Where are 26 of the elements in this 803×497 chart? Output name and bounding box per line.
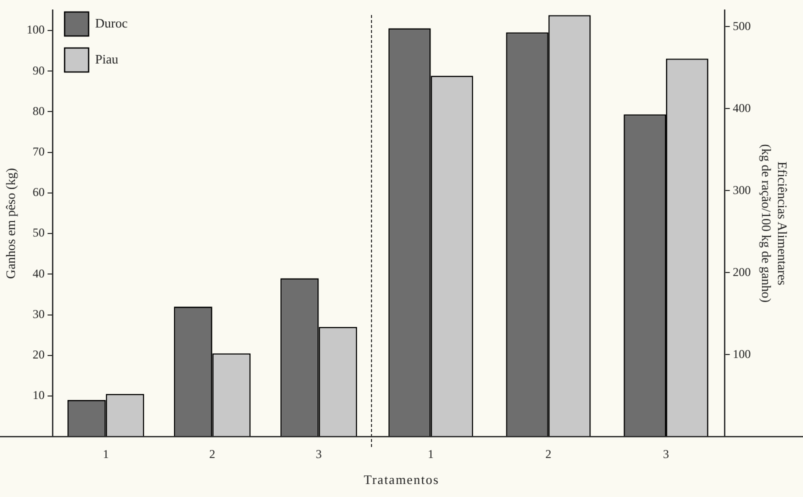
legend-label: Piau [95,51,119,66]
x-axis-title: Tratamentos [362,472,440,488]
x-tick-label: 2 [209,446,216,461]
x-tick-label: 1 [428,446,434,461]
y-tick-label: 50 [32,226,45,240]
y-tick-label: 40 [32,266,45,280]
y2-tick-label: 500 [732,18,751,33]
legend-label: Duroc [95,15,128,30]
y-tick-label: 60 [32,185,45,200]
y2-axis-title: Eficiências Alimentares (kg de ração/100 kg de ganho) [759,144,790,303]
y-tick-label: 10 [32,388,45,402]
y-axis-title: Ganhos em pêso (kg) [3,168,18,279]
x-tick-label: 1 [102,446,109,461]
y-tick-label: 70 [32,144,45,158]
x-tick-label: 3 [316,446,322,461]
y2-tick-label: 100 [732,346,751,361]
y-tick-label: 80 [32,104,45,118]
x-tick-label: 2 [545,446,552,461]
y2-tick-label: 400 [732,100,751,115]
y-tick-label: 30 [32,306,45,321]
y2-tick-label: 200 [732,264,751,279]
x-tick-label: 3 [663,446,669,461]
y-tick-label: 100 [26,22,45,37]
y-tick-label: 20 [32,348,45,362]
y-tick-label: 90 [32,63,45,78]
y2-tick-label: 300 [732,182,751,197]
